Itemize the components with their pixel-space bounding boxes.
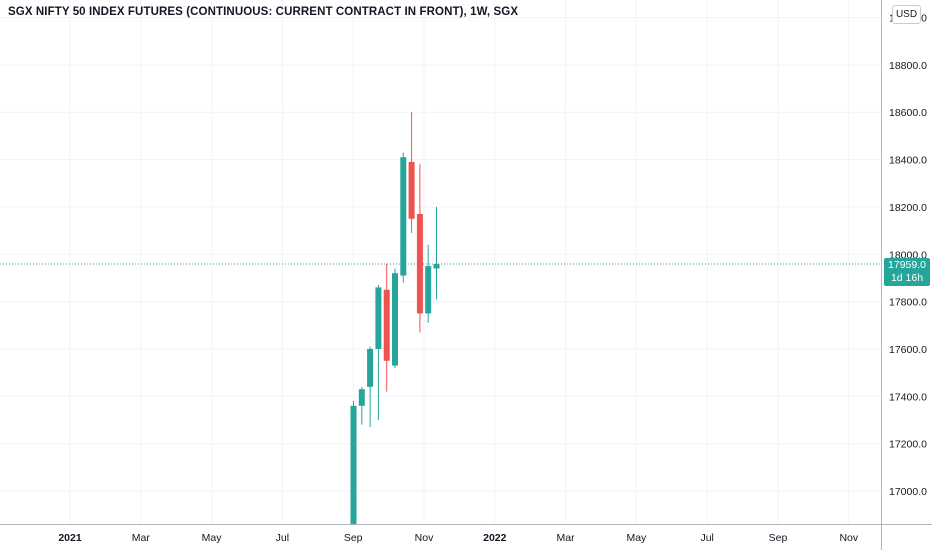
x-tick-label: Mar xyxy=(132,532,151,544)
x-tick-label: Jul xyxy=(700,532,713,544)
candle-up xyxy=(400,157,407,276)
y-tick-label: 18800.0 xyxy=(889,60,927,72)
y-tick-label: 18600.0 xyxy=(889,107,927,119)
y-tick-label: 17600.0 xyxy=(889,344,927,356)
y-tick-label: 17000.0 xyxy=(889,486,927,498)
y-tick-label: 17200.0 xyxy=(889,439,927,451)
x-tick-label: 2021 xyxy=(58,532,82,544)
last-price-tag: 17959.0 1d 16h xyxy=(884,258,930,286)
candle-up xyxy=(367,348,374,387)
x-tick-label: 2022 xyxy=(483,532,507,544)
candle-up xyxy=(358,389,365,406)
candle-down xyxy=(416,214,423,314)
candle-up xyxy=(392,273,398,366)
candle-up xyxy=(375,287,382,349)
x-tick-label: Nov xyxy=(839,532,858,544)
candle-down xyxy=(408,161,415,219)
x-tick-label: Nov xyxy=(415,532,434,544)
currency-button[interactable]: USD xyxy=(892,5,921,24)
x-tick-label: Sep xyxy=(344,532,363,544)
last-price-label: 17959.0 xyxy=(888,259,926,271)
candles-group xyxy=(350,112,440,524)
x-tick-label: Sep xyxy=(769,532,788,544)
x-tick-label: May xyxy=(202,532,223,544)
x-tick-label: Mar xyxy=(557,532,576,544)
y-tick-label: 18200.0 xyxy=(889,202,927,214)
y-tick-label: 18400.0 xyxy=(889,155,927,167)
candle-down xyxy=(383,289,390,361)
candle-up xyxy=(350,405,357,524)
y-tick-label: 17400.0 xyxy=(889,391,927,403)
y-tick-label: 17800.0 xyxy=(889,297,927,309)
x-tick-label: May xyxy=(626,532,647,544)
candle-up xyxy=(425,266,432,314)
bar-countdown-label: 1d 16h xyxy=(890,272,924,284)
candle-up xyxy=(433,263,440,269)
chart-title: SGX NIFTY 50 INDEX FUTURES (CONTINUOUS: … xyxy=(8,6,519,18)
x-tick-label: Jul xyxy=(276,532,289,544)
